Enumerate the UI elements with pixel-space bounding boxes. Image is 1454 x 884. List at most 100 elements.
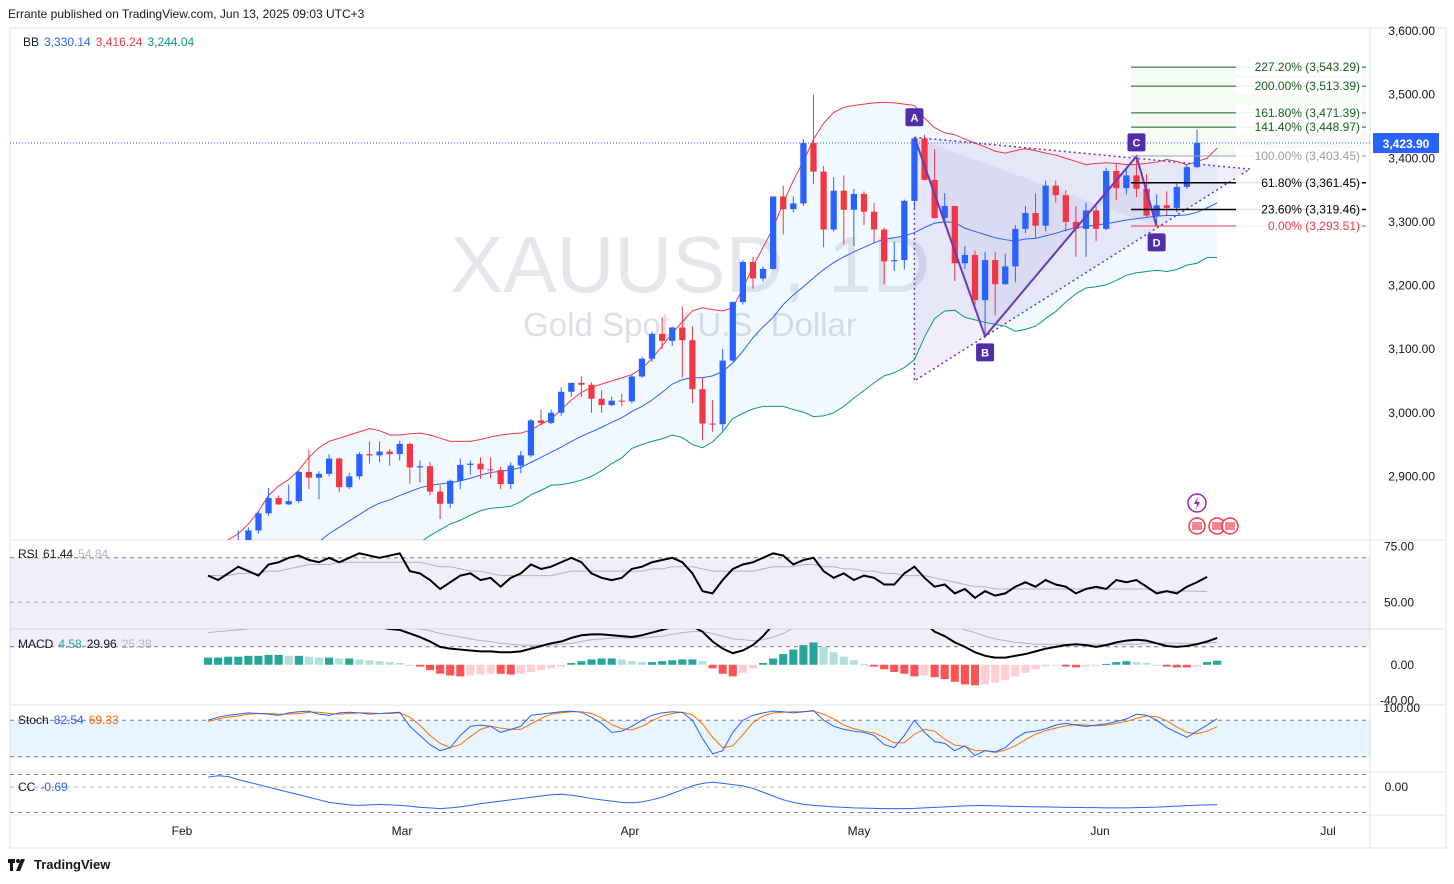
candle-body — [436, 491, 444, 504]
candle — [1173, 183, 1180, 213]
candle-body — [467, 463, 474, 465]
pane-legend-item: 69.33 — [89, 713, 119, 727]
last-price-tag: 3,423.90 — [1373, 133, 1439, 154]
candle-body — [931, 179, 938, 219]
candle — [477, 457, 484, 479]
macd-histogram-bar — [1142, 662, 1151, 665]
macd-histogram-bar — [597, 658, 606, 665]
candle-body — [1103, 170, 1110, 229]
fib-label-bg — [1236, 59, 1362, 76]
candle-body — [1143, 188, 1150, 216]
time-tick-label: Apr — [621, 824, 640, 838]
fib-level: 141.40% (3,448.97) — [1131, 119, 1366, 136]
macd-histogram-bar — [880, 664, 889, 670]
candle — [487, 457, 494, 479]
candle — [325, 454, 333, 477]
macd-histogram-bar — [496, 664, 505, 674]
candle-body — [941, 205, 948, 219]
macd-histogram-bar — [1152, 664, 1161, 666]
candle — [305, 449, 313, 490]
candle — [810, 94, 817, 184]
macd-histogram-bar — [294, 655, 303, 665]
candle — [891, 241, 898, 271]
macd-histogram-bar — [1061, 664, 1070, 667]
time-tick-label: Jul — [1320, 824, 1335, 838]
candle-body — [992, 260, 999, 285]
candle — [315, 471, 323, 500]
candle — [245, 527, 252, 540]
macd-histogram-bar — [607, 658, 616, 665]
candle-body — [618, 400, 625, 402]
macd-histogram-bar — [849, 660, 858, 665]
candle-body — [396, 443, 403, 455]
candle — [780, 185, 787, 235]
macd-histogram-bar — [648, 662, 657, 665]
candle-body — [386, 451, 393, 455]
macd-plot — [203, 629, 1222, 686]
fib-label-bg — [1236, 119, 1362, 136]
candle-body — [487, 469, 494, 471]
time-tick-label: Feb — [172, 824, 193, 838]
macd-histogram-bar — [718, 664, 727, 674]
macd-histogram-bar — [486, 664, 495, 674]
macd-signal-line — [207, 629, 1218, 646]
candle — [971, 250, 979, 305]
candle-body — [1062, 195, 1069, 222]
macd-histogram-bar — [214, 657, 223, 665]
macd-histogram-bar — [395, 662, 404, 665]
macd-histogram-bar — [960, 664, 969, 685]
macd-histogram-bar — [708, 664, 717, 669]
candle-body — [275, 498, 282, 505]
candle-body — [780, 196, 787, 210]
time-tick-label: May — [848, 824, 871, 838]
pane-legend-item: CC — [18, 780, 36, 794]
candle — [941, 193, 948, 224]
candle-body — [1153, 205, 1160, 216]
pane-legend-item: 29.96 — [87, 637, 117, 651]
macd-histogram-bar — [345, 658, 354, 665]
price-tick-label: 3,100.00 — [1388, 342, 1435, 356]
candle — [467, 460, 474, 475]
candle-body — [739, 261, 746, 303]
macd-histogram-bar — [304, 656, 313, 665]
macd-histogram-bar — [1011, 664, 1020, 677]
pattern-point-badge — [905, 108, 924, 127]
candle — [588, 382, 595, 413]
pattern-point-text: D — [1153, 237, 1161, 249]
candle-body — [1163, 205, 1170, 208]
macd-histogram-bar — [799, 645, 808, 665]
stoch-pane: 100.00 Stoch 82.54 69.33 — [10, 701, 1420, 758]
candle — [285, 484, 292, 506]
pane-legend: Stoch 82.54 69.33 — [18, 713, 119, 727]
candle — [860, 191, 868, 226]
macd-histogram-bar — [829, 652, 838, 665]
candle-body — [245, 530, 252, 540]
macd-histogram-bar — [274, 654, 283, 665]
fib-level: 100.00% (3,403.45) — [1131, 148, 1366, 165]
macd-histogram-bar — [1031, 664, 1040, 670]
macd-histogram-bar — [738, 664, 747, 673]
candle — [1052, 180, 1059, 203]
fib-label-bg — [1236, 218, 1362, 235]
rsi-pane: 50.00 75.00 RSI 61.44 54.84 — [10, 540, 1414, 648]
candle — [547, 409, 555, 425]
candle-body — [315, 473, 323, 478]
candle — [699, 377, 706, 441]
candle-body — [356, 454, 363, 477]
tradingview-brand[interactable]: TradingView — [8, 857, 110, 872]
macd-histogram-bar — [668, 660, 677, 665]
candle-body — [901, 200, 908, 261]
candle — [739, 260, 746, 305]
candle-body — [558, 391, 565, 413]
macd-histogram-bar — [627, 661, 636, 665]
macd-histogram-bar — [617, 659, 626, 665]
time-tick-label: Jun — [1090, 824, 1109, 838]
candle — [1183, 164, 1191, 189]
macd-histogram-bar — [688, 659, 697, 665]
macd-histogram-bar — [900, 664, 909, 674]
pane-legend-item: -0.69 — [40, 780, 68, 794]
pattern-point-badge — [1127, 133, 1146, 152]
fib-level-label: 200.00% (3,513.39) — [1255, 79, 1360, 93]
macd-histogram-bar — [1081, 664, 1091, 667]
